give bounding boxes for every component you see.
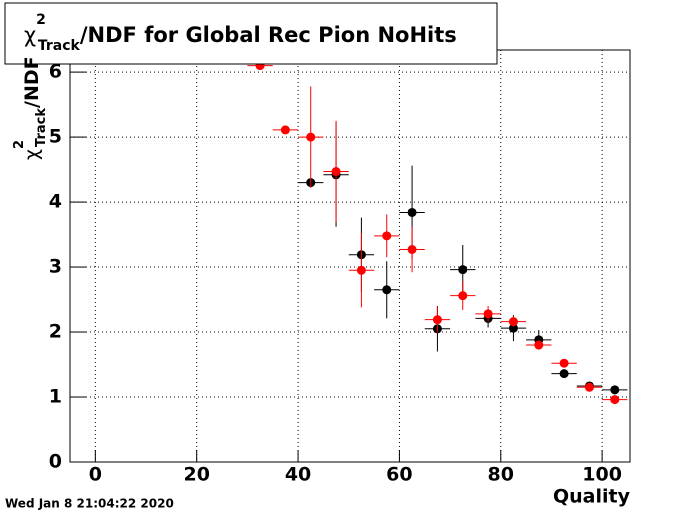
y-label-symbol: χ bbox=[21, 149, 43, 160]
y-axis-label: χ2 Track/NDF bbox=[12, 56, 49, 160]
y-label-text: /NDF bbox=[21, 56, 43, 108]
title-box bbox=[4, 2, 498, 65]
point bbox=[458, 265, 468, 275]
y-tick-label: 3 bbox=[49, 256, 62, 278]
chart-title: χ2 Track/NDF for Global Rec Pion NoHits bbox=[24, 12, 457, 54]
point bbox=[584, 382, 594, 392]
point bbox=[483, 309, 493, 319]
point bbox=[458, 291, 468, 301]
point bbox=[559, 358, 569, 368]
x-axis-label: Quality bbox=[553, 486, 631, 508]
x-tick-label: 40 bbox=[285, 464, 311, 486]
plot-area: 0 20 40 60 80 100 0 1 2 3 4 5 6 bbox=[49, 50, 630, 486]
x-tick-label: 0 bbox=[89, 464, 102, 486]
point bbox=[306, 132, 316, 142]
y-tick-label: 0 bbox=[49, 451, 62, 473]
point bbox=[331, 167, 341, 177]
x-tick-label: 100 bbox=[582, 464, 622, 486]
title-text: /NDF for Global Rec Pion NoHits bbox=[80, 23, 457, 47]
point bbox=[534, 340, 544, 350]
point bbox=[508, 323, 518, 333]
y-tick-label: 1 bbox=[49, 386, 62, 408]
point bbox=[280, 125, 290, 135]
y-tick-label: 2 bbox=[49, 321, 62, 343]
point bbox=[382, 285, 392, 295]
point bbox=[610, 395, 620, 405]
timestamp: Wed Jan 8 21:04:22 2020 bbox=[5, 497, 174, 511]
point bbox=[610, 385, 620, 395]
y-tick-label: 6 bbox=[49, 61, 62, 83]
y-label-sup: 2 bbox=[12, 140, 27, 149]
point bbox=[382, 231, 392, 241]
x-tick-label: 80 bbox=[488, 464, 514, 486]
point bbox=[356, 265, 366, 275]
point bbox=[432, 315, 442, 325]
y-label-sub: Track bbox=[34, 108, 49, 147]
point bbox=[559, 369, 569, 379]
title-sub: Track bbox=[38, 38, 81, 54]
title-symbol: χ bbox=[24, 23, 36, 47]
title-sup: 2 bbox=[36, 12, 46, 28]
point bbox=[407, 207, 417, 217]
y-tick-label: 4 bbox=[49, 191, 62, 213]
y-tick-label: 5 bbox=[49, 126, 62, 148]
point bbox=[508, 317, 518, 327]
x-tick-label: 60 bbox=[386, 464, 412, 486]
point bbox=[407, 245, 417, 255]
x-tick-label: 20 bbox=[183, 464, 209, 486]
